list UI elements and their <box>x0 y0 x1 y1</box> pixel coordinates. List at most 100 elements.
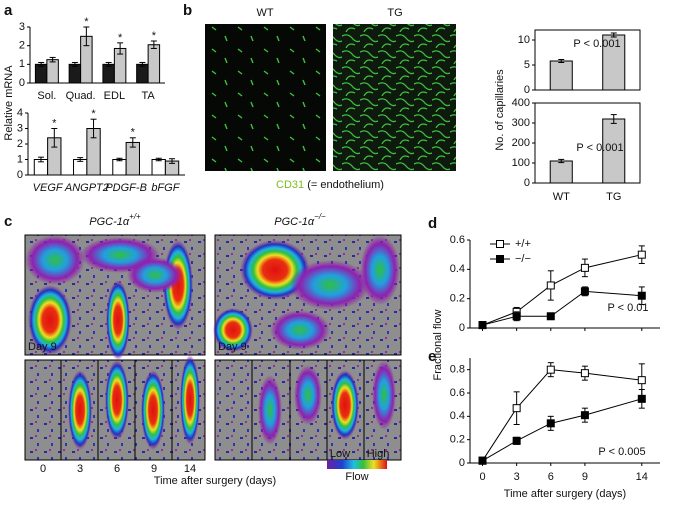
y-tick-label: 5 <box>524 59 530 71</box>
x-tick-label: 6 <box>548 471 554 483</box>
x-tick-label: ANGPT2 <box>64 182 109 194</box>
plot-frame <box>534 29 641 91</box>
image-label: WT <box>256 7 273 19</box>
significance: * <box>131 127 136 139</box>
time-label: 6 <box>114 463 120 475</box>
y-tick-label: 0 <box>459 322 465 334</box>
marker <box>478 456 487 465</box>
marker <box>637 394 646 403</box>
color-scale <box>327 460 387 469</box>
genotype-sup: −/− <box>314 212 326 221</box>
y-tick-label: 0.6 <box>450 387 465 399</box>
y-tick-label: 0.4 <box>450 263 465 275</box>
bar <box>549 160 573 184</box>
marker <box>637 376 646 385</box>
day-label: Day 9 <box>28 341 57 353</box>
x-tick-label: bFGF <box>151 182 180 194</box>
y-tick-label: 300 <box>512 117 530 129</box>
panel-letter: d <box>428 215 437 232</box>
annotation: P < 0.01 <box>607 302 648 314</box>
y-tick-label: 2 <box>17 138 23 150</box>
x-tick-label: TA <box>142 90 156 102</box>
scale-label: Flow <box>345 471 368 483</box>
y-tick-label: 0.4 <box>450 410 465 422</box>
annotation: P < 0.001 <box>573 38 620 50</box>
time-label: 0 <box>40 463 46 475</box>
significance: * <box>91 108 96 120</box>
flow-image <box>213 234 402 356</box>
y-tick-label: 2 <box>19 40 25 52</box>
scale-low: Low <box>330 448 350 460</box>
y-tick-label: 400 <box>512 97 530 109</box>
stain-note: (= endothelium) <box>307 179 384 191</box>
marker <box>546 419 555 428</box>
y-tick-label: 0 <box>17 169 23 181</box>
image-title: PGC-1α+/+ <box>89 212 141 228</box>
x-tick-label: Quad. <box>66 90 96 102</box>
y-tick-label: 1 <box>17 153 23 165</box>
legend-label: +/+ <box>515 238 531 250</box>
marker <box>512 404 521 413</box>
genotype: PGC-1α <box>89 216 130 228</box>
legend-marker <box>496 255 504 263</box>
day-label: Day 9 <box>218 341 247 353</box>
y-tick-label: 100 <box>512 157 530 169</box>
micrograph <box>333 24 456 171</box>
x-tick-label: PDGF-B <box>105 182 147 194</box>
x-tick-label: 0 <box>479 471 485 483</box>
bar <box>112 159 127 176</box>
y-tick-label: 0 <box>524 84 530 96</box>
marker <box>637 250 646 259</box>
x-tick-label: EDL <box>104 90 125 102</box>
y-tick-label: 1 <box>19 58 25 70</box>
y-tick-label: 0 <box>524 177 530 189</box>
marker <box>512 436 521 445</box>
x-tick-label: 3 <box>514 471 520 483</box>
legend-marker <box>496 240 504 248</box>
image-label: TG <box>387 7 402 19</box>
genotype-sup: +/+ <box>129 212 141 221</box>
y-tick-label: 0.2 <box>450 293 465 305</box>
y-axis-label: Fractional flow <box>432 309 444 380</box>
marker <box>512 312 521 321</box>
x-tick-label: TG <box>606 191 621 203</box>
y-axis-label: No. of capillaries <box>494 69 506 151</box>
y-tick-label: 0 <box>459 457 465 469</box>
bar <box>151 159 166 176</box>
bar <box>34 63 48 84</box>
image-title: PGC-1α−/− <box>274 212 326 228</box>
bar <box>549 60 573 91</box>
plot-frame <box>534 102 641 184</box>
annotation: P < 0.005 <box>598 446 645 458</box>
genotype: PGC-1α <box>274 216 315 228</box>
y-tick-label: 10 <box>518 34 530 46</box>
significance: * <box>84 16 89 28</box>
marker <box>546 281 555 290</box>
legend-label: −/− <box>515 253 531 265</box>
bar <box>68 63 82 84</box>
x-axis-label: Time after surgery (days) <box>154 475 276 487</box>
marker <box>580 369 589 378</box>
y-axis-label: Relative mRNA <box>3 65 15 141</box>
time-label: 3 <box>77 463 83 475</box>
marker <box>580 411 589 420</box>
y-tick-label: 0.8 <box>450 364 465 376</box>
bar <box>147 44 161 84</box>
marker <box>580 287 589 296</box>
flow-image <box>24 234 206 360</box>
y-tick-label: 3 <box>17 122 23 134</box>
bar <box>46 59 59 84</box>
y-tick-label: 3 <box>19 21 25 33</box>
y-tick-label: 0.6 <box>450 234 465 246</box>
panel-letter: a <box>4 2 13 19</box>
significance: * <box>52 117 57 129</box>
y-tick-label: 0.2 <box>450 434 465 446</box>
y-tick-label: 4 <box>17 107 23 119</box>
marker <box>546 312 555 321</box>
marker <box>546 365 555 374</box>
scale-high: High <box>367 448 390 460</box>
panel-letter: b <box>183 2 192 19</box>
x-tick-label: WT <box>553 191 570 203</box>
x-tick-label: VEGF <box>33 182 64 194</box>
